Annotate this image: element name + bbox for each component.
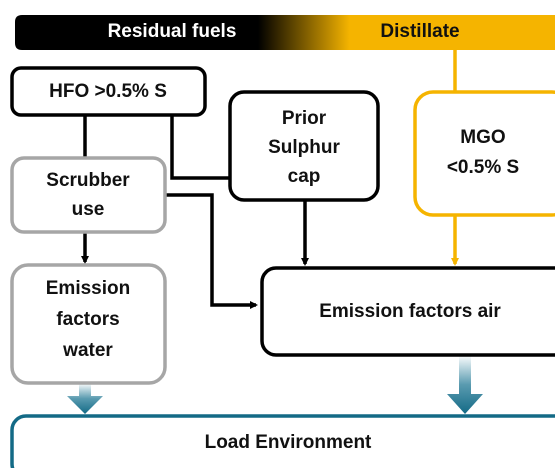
node-box: [10, 414, 555, 468]
connector: [170, 115, 230, 180]
node-box: [228, 90, 380, 202]
node-box: [10, 263, 167, 385]
arrow: [67, 383, 103, 414]
node-box: [10, 66, 207, 117]
node-label: Load Environment: [205, 432, 372, 453]
node-box: [260, 266, 555, 357]
node-box: [10, 156, 167, 234]
arrow: [165, 193, 258, 309]
node-label: use: [72, 199, 105, 220]
node-label: <0.5% S: [447, 157, 519, 178]
banner-bar: [15, 15, 555, 50]
node-label: Sulphur: [268, 137, 340, 158]
arrow: [447, 355, 483, 414]
node-label: Scrubber: [46, 170, 130, 191]
node-label: MGO: [460, 127, 505, 148]
node-label: factors: [56, 309, 119, 330]
node-label: Emission factors air: [319, 301, 501, 322]
banner-right: Distillate: [380, 21, 459, 42]
banner-left: Residual fuels: [108, 21, 237, 42]
node-label: water: [62, 340, 113, 361]
node-label: HFO >0.5% S: [49, 81, 167, 102]
node-label: cap: [288, 166, 321, 187]
node-label: Emission: [46, 278, 130, 299]
node-label: Prior: [282, 108, 327, 129]
node-box: [413, 90, 555, 217]
connectors: [67, 50, 483, 414]
banner: Residual fuels Distillate: [15, 15, 555, 50]
nodes: HFO >0.5% S Prior Sulphur cap MGO <0.5% …: [10, 66, 555, 468]
